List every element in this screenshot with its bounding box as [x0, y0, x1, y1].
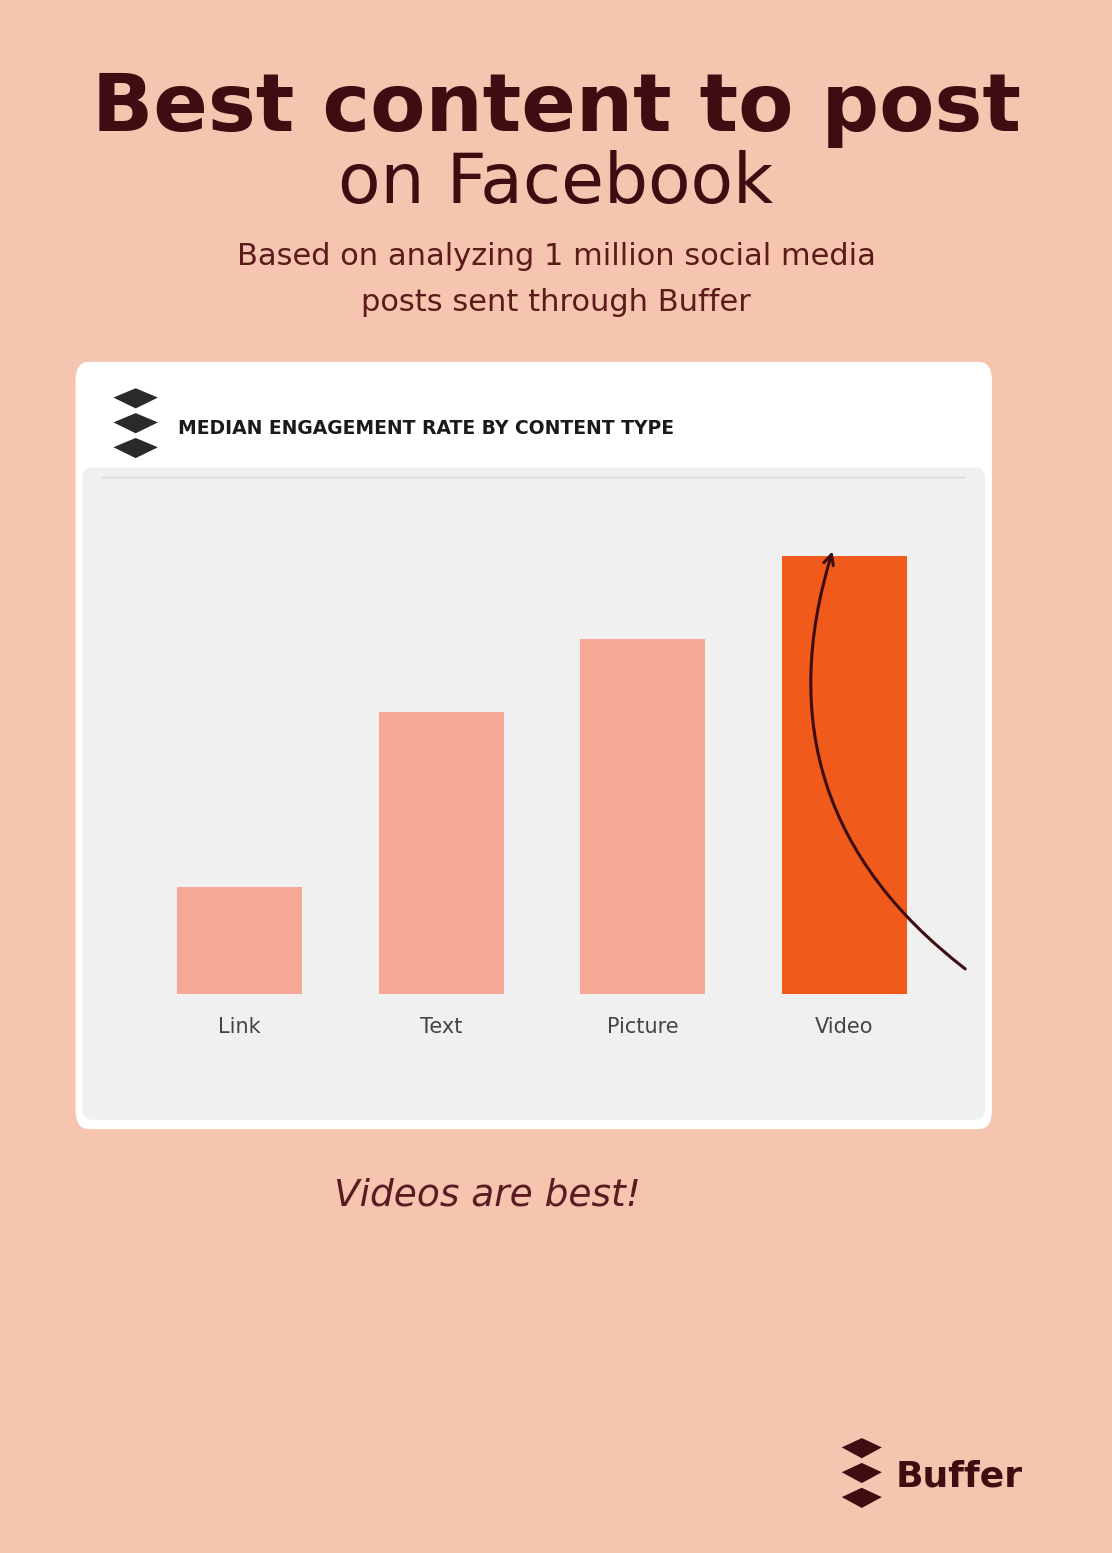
Text: MEDIAN ENGAGEMENT RATE BY CONTENT TYPE: MEDIAN ENGAGEMENT RATE BY CONTENT TYPE	[178, 419, 674, 438]
Polygon shape	[842, 1488, 882, 1508]
FancyBboxPatch shape	[76, 362, 992, 1129]
Text: Based on analyzing 1 million social media
posts sent through Buffer: Based on analyzing 1 million social medi…	[237, 242, 875, 317]
Text: on Facebook: on Facebook	[338, 149, 774, 217]
Polygon shape	[842, 1438, 882, 1458]
Text: Best content to post: Best content to post	[91, 70, 1021, 148]
Text: Link: Link	[218, 1017, 261, 1037]
Text: Text: Text	[420, 1017, 463, 1037]
Polygon shape	[113, 438, 158, 458]
FancyBboxPatch shape	[580, 640, 705, 994]
FancyBboxPatch shape	[379, 711, 504, 994]
FancyBboxPatch shape	[177, 887, 302, 994]
FancyBboxPatch shape	[782, 556, 907, 994]
Polygon shape	[113, 388, 158, 408]
Polygon shape	[842, 1463, 882, 1483]
Text: Picture: Picture	[607, 1017, 678, 1037]
Polygon shape	[113, 413, 158, 433]
Text: Videos are best!: Videos are best!	[334, 1177, 641, 1214]
Text: Buffer: Buffer	[895, 1460, 1022, 1494]
Text: Video: Video	[815, 1017, 874, 1037]
FancyBboxPatch shape	[82, 467, 985, 1120]
